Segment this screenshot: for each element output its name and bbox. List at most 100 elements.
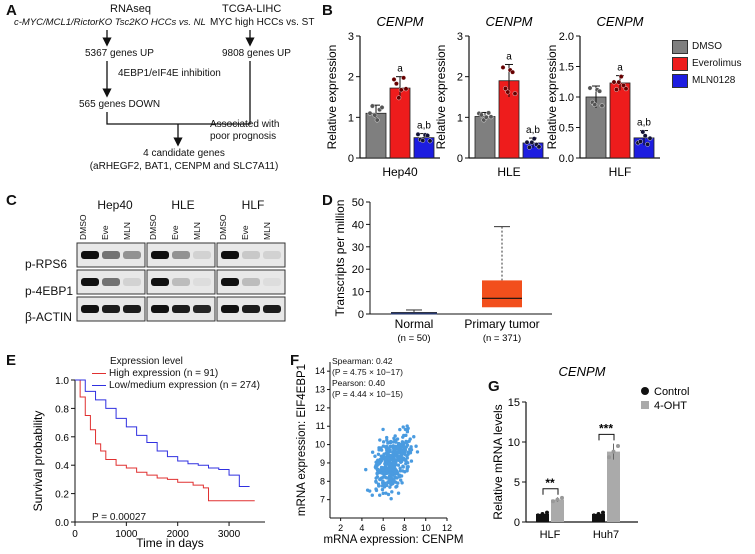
- legend-label-dmso: DMSO: [692, 41, 722, 52]
- f-point: [405, 424, 409, 428]
- b-dot-1-1-4: [510, 69, 516, 75]
- blot-band-1-0-2: [123, 278, 141, 286]
- g-category-1: Huh7: [593, 529, 619, 541]
- candidates-line2: (aRHEGF2, BAT1, CENPM and SLC7A11): [89, 161, 279, 172]
- f-point: [403, 470, 407, 474]
- f-xtick-label-1: 4: [359, 523, 364, 533]
- f-point: [386, 480, 390, 485]
- d-ytick-label-0: 0: [358, 309, 364, 321]
- g-sig-bracket-0: [542, 488, 559, 495]
- b-xlabel-1: HLE: [497, 165, 520, 179]
- f-point: [398, 466, 402, 470]
- b-ylabel-1: Relative expression: [434, 45, 448, 150]
- lane-label-1-0: DMSO: [148, 214, 158, 241]
- lane-label-1-2: MLN: [192, 222, 202, 240]
- b-ytick-label-1-0: 0: [457, 153, 463, 165]
- f-point: [392, 447, 397, 452]
- f-point: [378, 493, 382, 497]
- f-point: [393, 438, 397, 443]
- lane-label-0-2: MLN: [122, 222, 132, 240]
- f-point: [408, 451, 413, 455]
- f-point: [373, 454, 377, 458]
- f-point: [370, 493, 374, 497]
- panel-a-arrows: [102, 30, 255, 147]
- b-dot-2-0-0: [587, 85, 593, 91]
- blot-band-0-2-1: [242, 251, 260, 259]
- f-point: [388, 477, 393, 481]
- f-ytick-label-6: 13: [315, 385, 325, 395]
- f-point: [400, 441, 405, 445]
- f-point: [384, 491, 388, 495]
- b-ytick-label-0-0: 0: [348, 153, 354, 165]
- e-legend-low-line: [92, 384, 106, 386]
- panel-label-e: E: [6, 352, 17, 369]
- b-ylabel-2: Relative expression: [545, 45, 559, 150]
- b-dot-2-1-4: [621, 82, 626, 88]
- b-dot-1-2-1: [526, 144, 532, 150]
- b-dot-0-2-2: [420, 138, 426, 143]
- f-point: [392, 457, 396, 462]
- f-point: [391, 468, 396, 473]
- blot-band-1-1-1: [172, 278, 190, 286]
- panel-label-a: A: [6, 2, 17, 19]
- e-ytick-label-0: 0.0: [55, 518, 69, 529]
- blot-band-2-0-0: [81, 305, 99, 313]
- b-dot-0-2-5: [427, 138, 433, 144]
- g-dot-0-1-2: [560, 495, 564, 500]
- b-ytick-label-1-2: 2: [457, 72, 463, 84]
- b-dot-0-1-4: [401, 75, 407, 81]
- blot-band-0-2-2: [263, 251, 281, 259]
- panel-b-bar-charts: CENPM Relative expression 0 1 2 3 a a,b Hep40 CEN…: [325, 14, 660, 179]
- d-category-1: Primary tumor: [464, 317, 539, 331]
- f-point: [380, 484, 384, 488]
- d-ylabel: Transcripts per million: [333, 200, 347, 317]
- e-ytick-label-5: 1.0: [55, 376, 69, 387]
- b-ytick-label-2-4: 2.0: [559, 31, 574, 43]
- b-xlabel-0: Hep40: [382, 165, 418, 179]
- blot-band-2-1-2: [193, 305, 211, 313]
- f-point: [390, 490, 394, 494]
- f-point: [402, 444, 406, 449]
- blot-band-2-1-0: [151, 305, 169, 313]
- g-bar-0-0: [536, 514, 549, 522]
- b-ytick-label-2-1: 0.5: [559, 123, 574, 135]
- f-point: [386, 456, 391, 461]
- panel-label-b: B: [322, 2, 333, 19]
- rnaseq-title: RNAseq: [110, 3, 151, 15]
- b-dot-0-2-4: [425, 133, 431, 138]
- g-bar-1-1: [607, 451, 620, 522]
- f-ytick-label-0: 7: [320, 495, 325, 505]
- b-dot-1-1-1: [502, 86, 508, 91]
- candidates-line1: 4 candidate genes: [143, 148, 225, 159]
- f-point: [405, 467, 409, 471]
- blot-band-0-0-2: [123, 251, 141, 259]
- g-bar-1-0: [592, 514, 605, 522]
- f-point: [398, 469, 403, 473]
- western-blots: [76, 242, 286, 322]
- g-legend-label-0: Control: [654, 386, 689, 398]
- genes-up-right: 9808 genes UP: [222, 48, 291, 59]
- f-point: [402, 457, 407, 462]
- b-dot-2-1-2: [616, 79, 622, 85]
- blot-band-0-0-0: [81, 251, 99, 259]
- g-sig-bracket-1: [598, 433, 615, 441]
- e-xtick-label-2: 2000: [167, 529, 190, 540]
- b-dot-1-0-4: [486, 110, 492, 116]
- g-ytick-label-2: 10: [508, 437, 520, 449]
- f-point: [379, 448, 384, 452]
- f-point: [405, 456, 409, 460]
- g-dot-1-1-0: [607, 455, 611, 460]
- b-dot-0-0-1: [370, 103, 375, 109]
- f-point: [381, 491, 385, 496]
- f-point: [388, 468, 392, 472]
- e-legend-low-label: Low/medium expression (n = 274): [109, 380, 260, 391]
- genes-up-left: 5367 genes UP: [85, 48, 154, 59]
- b-annot-2-1: a: [617, 63, 623, 74]
- g-dot-0-0-1: [540, 512, 545, 516]
- g-ytick-label-1: 5: [514, 477, 520, 489]
- e-ytick-label-4: 0.8: [55, 404, 69, 415]
- f-point: [396, 444, 401, 448]
- f-ytick-label-2: 9: [320, 458, 325, 468]
- inhibition-label: 4EBP1/eIF4E inhibition: [118, 68, 221, 79]
- panel-label-d: D: [322, 192, 333, 209]
